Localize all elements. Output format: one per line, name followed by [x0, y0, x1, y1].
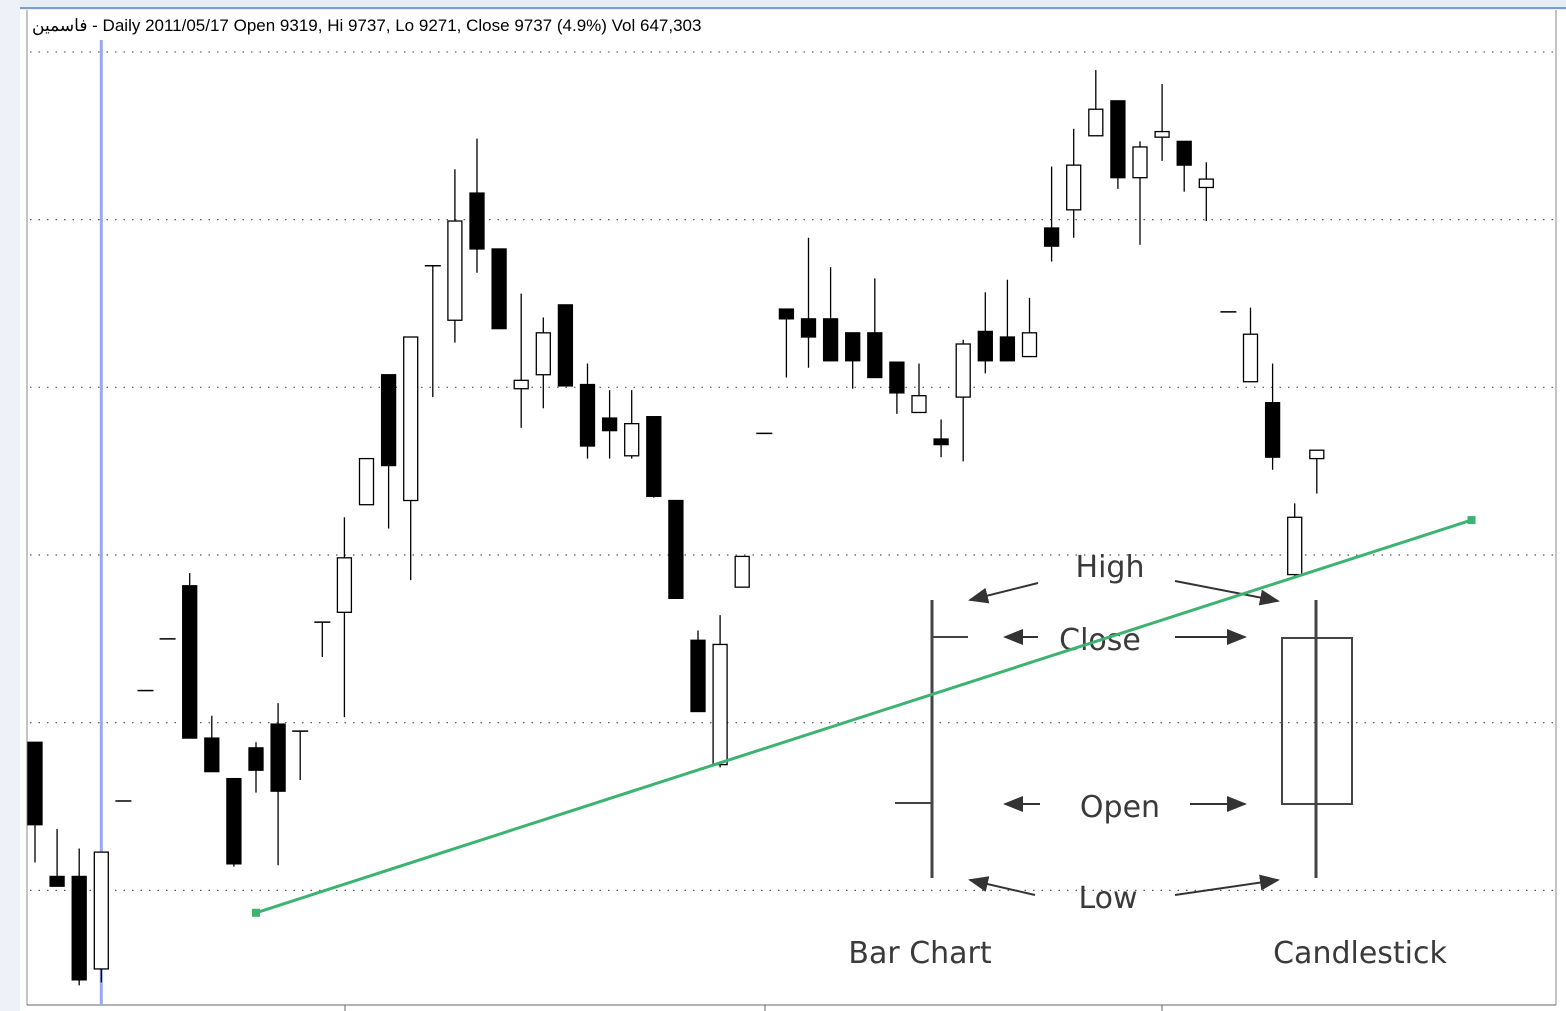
candle-body	[1021, 332, 1038, 358]
candle-body	[358, 457, 375, 506]
candle-body	[491, 248, 507, 330]
candle-body	[955, 343, 971, 398]
candle-body	[1110, 100, 1126, 179]
candle-body	[1309, 449, 1325, 460]
candle-body	[889, 361, 905, 394]
diagram-arrows	[968, 580, 1280, 896]
candle-body	[933, 438, 949, 446]
candle-body	[513, 379, 529, 390]
candle-body	[248, 747, 264, 771]
candle-body	[778, 308, 795, 320]
candle-body	[403, 336, 419, 502]
candle-body	[1287, 516, 1303, 576]
trendline-handle	[252, 908, 260, 917]
candle-body	[690, 639, 706, 713]
candle-body	[579, 383, 596, 447]
candle-body	[712, 643, 728, 766]
candle-body	[1242, 333, 1259, 383]
candle-body	[336, 557, 353, 613]
candle-body	[469, 192, 485, 250]
candle-body	[1264, 402, 1281, 458]
chart-title: فاسمين - Daily 2011/05/17 Open 9319, Hi …	[32, 16, 701, 36]
candle-body	[999, 336, 1016, 362]
candle-body	[822, 318, 839, 362]
window-top	[0, 0, 1566, 10]
trendline	[255, 518, 1472, 915]
candle-body	[380, 374, 397, 467]
candle-body	[226, 777, 242, 865]
candle-body	[800, 318, 817, 338]
candle-body	[557, 304, 574, 387]
candle-body	[1043, 227, 1060, 247]
annotation: Open	[1080, 790, 1160, 825]
annotation: Candlestick	[1273, 936, 1447, 971]
candle-body	[93, 851, 109, 970]
candle-body	[71, 875, 87, 981]
candle-body	[624, 423, 640, 457]
candle-body	[911, 395, 927, 414]
candle-body	[204, 737, 220, 773]
annotation: Bar Chart	[848, 936, 992, 971]
candle-body	[1176, 140, 1192, 166]
candle-body	[1088, 108, 1104, 137]
candle-body	[1198, 178, 1214, 189]
candle-body	[447, 220, 463, 321]
candle-body	[845, 332, 861, 362]
candle-body	[1154, 130, 1170, 138]
candle-body	[49, 875, 65, 887]
candle-body	[867, 332, 883, 379]
trendline-handle	[1467, 516, 1476, 525]
diagram-body	[1281, 637, 1353, 805]
candle-body	[977, 330, 993, 362]
window-left	[0, 0, 20, 1011]
candle-body	[734, 555, 750, 588]
candle-body	[1132, 146, 1148, 179]
candle-body	[601, 417, 618, 432]
annotation: Low	[1078, 881, 1137, 916]
candle-body	[535, 332, 551, 376]
candle-body	[646, 416, 662, 497]
candle-body	[668, 499, 684, 599]
plot	[27, 40, 1556, 1011]
candle-body	[182, 585, 198, 739]
candle-body	[1066, 164, 1082, 211]
candle-body	[27, 741, 43, 826]
annotation: High	[1076, 550, 1145, 585]
diagram: High Close Open Low Bar Chart Candlestic…	[252, 516, 1476, 971]
candle-body	[270, 723, 286, 792]
